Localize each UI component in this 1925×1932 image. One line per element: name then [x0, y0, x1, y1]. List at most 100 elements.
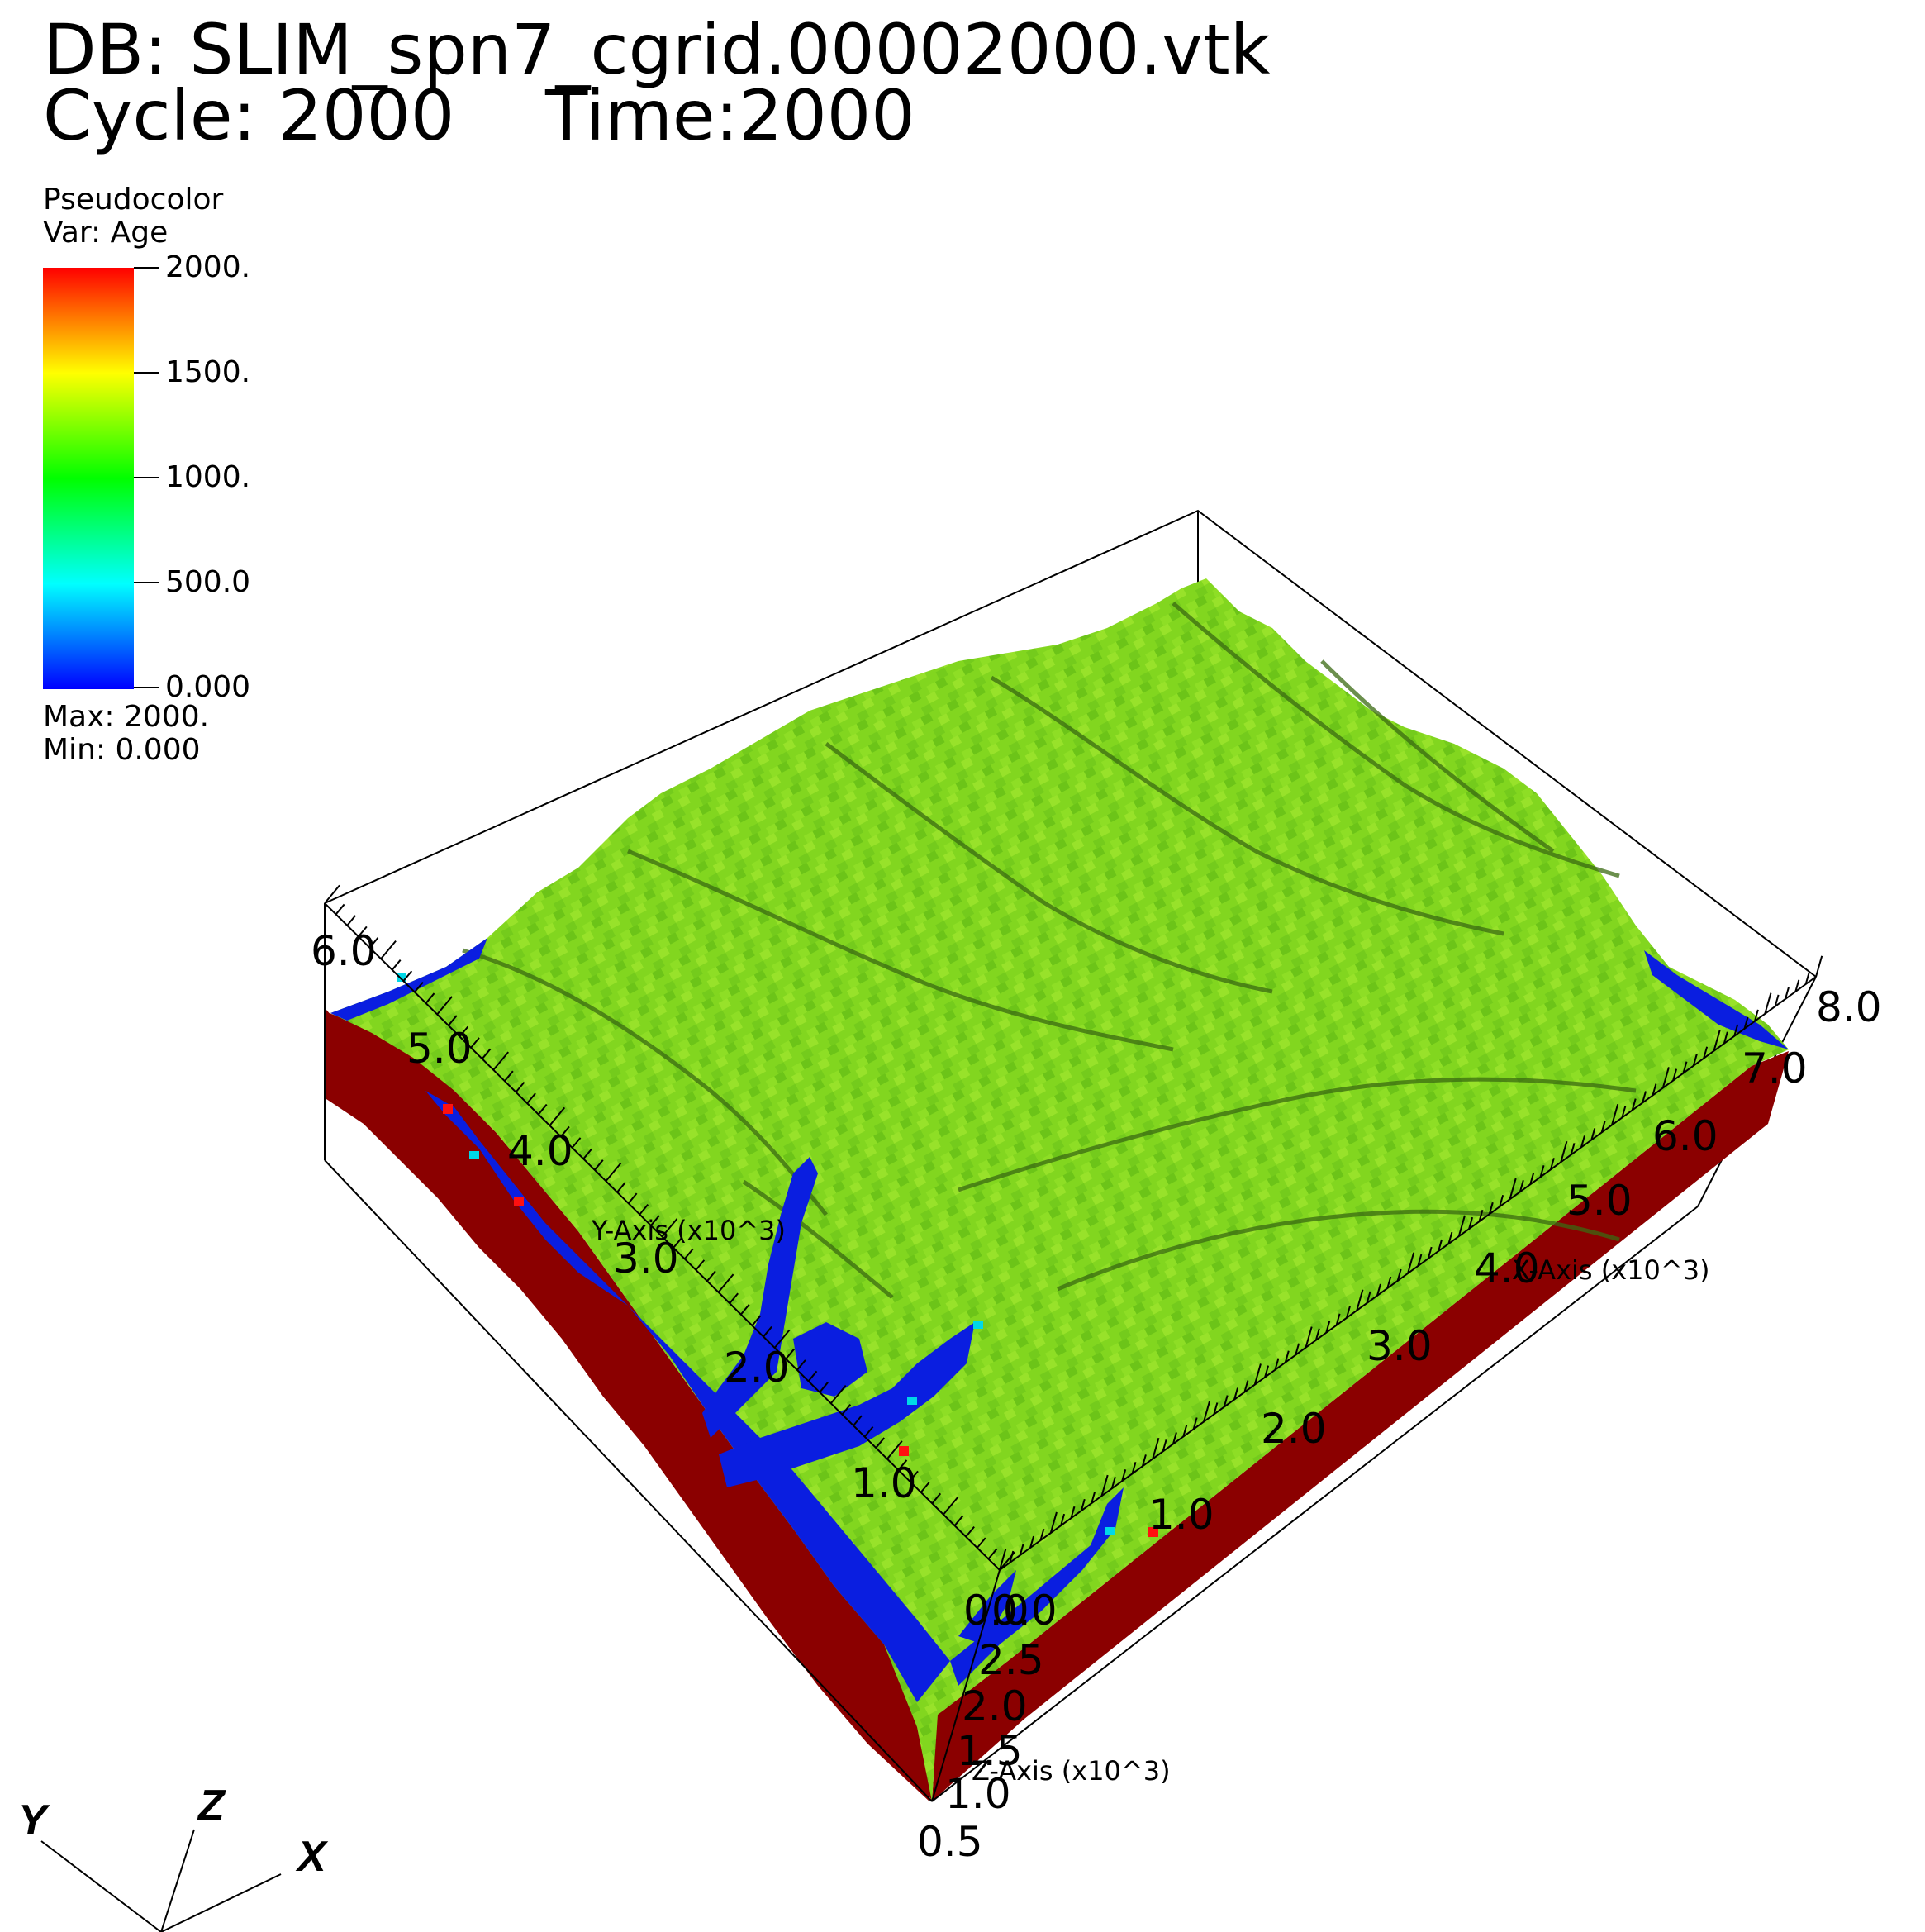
y-tick-label: 6.0: [311, 927, 377, 975]
axis-tick: [1661, 1067, 1670, 1088]
legend-min: Min: 0.000: [43, 733, 201, 767]
axis-tick: [1519, 1180, 1524, 1192]
terrain-ridges: [462, 602, 1637, 1299]
legend-tick: [134, 267, 159, 269]
axis-tick: [380, 940, 397, 959]
axis-tick: [863, 1425, 874, 1438]
axis-tick: [459, 1025, 469, 1038]
axis-tick: [673, 1237, 682, 1249]
axis-tick: [1468, 1216, 1474, 1230]
x-tick-label: 2.0: [1261, 1405, 1327, 1453]
axis-tick: [785, 1348, 796, 1360]
axis-tick: [1672, 1068, 1678, 1081]
axis-tick: [1499, 1194, 1504, 1207]
axis-tick: [368, 937, 379, 949]
axis-tick: [1549, 1158, 1555, 1170]
axis-tick: [683, 1248, 694, 1260]
legend-tick-label: 0.000: [165, 670, 251, 704]
axis-tick: [1774, 994, 1780, 1007]
bounding-box-front: [324, 1159, 1699, 1802]
axis-tick: [1560, 1140, 1568, 1163]
axis-tick: [537, 1103, 548, 1116]
axis-tick: [1091, 1491, 1096, 1504]
axis-tick: [987, 1548, 998, 1560]
axis-tick: [402, 970, 413, 982]
axis-tick: [425, 992, 435, 1004]
axis-tick: [436, 996, 453, 1016]
z-tick-label: 2.0: [962, 1682, 1028, 1730]
axis-tick: [773, 1329, 791, 1349]
axis-tick: [1713, 1030, 1721, 1052]
axis-tick: [549, 1106, 566, 1126]
axis-tick: [470, 1037, 480, 1049]
axis-tick: [1152, 1437, 1160, 1459]
axis-tick: [1345, 1306, 1351, 1319]
axis-tick: [1110, 1477, 1116, 1489]
axis-tick: [1162, 1439, 1167, 1452]
x-tick-label: 1.0: [1148, 1491, 1214, 1539]
axis-tick: [829, 1385, 847, 1404]
axis-tick: [695, 1259, 706, 1271]
axis-tick: [1233, 1387, 1239, 1400]
cycle-label: Cycle: 2000: [43, 75, 455, 156]
x-tick-label: 7.0: [1742, 1045, 1808, 1092]
axis-tick: [335, 903, 345, 916]
z-axis-title: Z-Axis (x10^3): [972, 1755, 1171, 1787]
axis-tick: [1804, 972, 1810, 985]
axis-tick: [1019, 1543, 1024, 1556]
axis-tick: [358, 926, 368, 937]
axis-tick: [965, 1526, 975, 1538]
legend-tick-label: 1000.: [165, 460, 251, 494]
axis-tick: [976, 1537, 986, 1549]
axis-tick: [571, 1137, 582, 1149]
triad-x-label: X: [295, 1833, 329, 1881]
axis-tick: [1438, 1239, 1443, 1252]
axis-tick: [1295, 1343, 1300, 1355]
axis-tick: [943, 1496, 959, 1516]
axis-tick: [661, 1218, 678, 1238]
y-tick-label: 4.0: [507, 1127, 573, 1175]
axis-tick: [841, 1404, 852, 1416]
axis-tick: [1284, 1350, 1290, 1363]
axis-tick: [582, 1148, 592, 1159]
axis-tick: [1652, 1083, 1657, 1096]
legend-max: Max: 2000.: [43, 700, 210, 734]
legend-plot-type: Pseudocolor: [43, 183, 224, 217]
axis-tick: [1325, 1321, 1331, 1334]
axis-tick: [1447, 1231, 1453, 1244]
axis-tick: [920, 1482, 930, 1493]
axis-tick: [414, 981, 424, 993]
axis-tick: [1305, 1326, 1313, 1349]
axis-tick: [897, 1459, 908, 1471]
axis-tick: [1264, 1365, 1270, 1378]
axis-tick: [1335, 1313, 1341, 1326]
axis-tick: [1223, 1395, 1229, 1407]
axis-tick: [999, 1549, 1007, 1571]
axis-tick: [1733, 1024, 1739, 1037]
axis-tick: [481, 1048, 492, 1059]
axis-tick: [616, 1182, 626, 1193]
axis-tick: [560, 1125, 570, 1138]
axis-tick: [1764, 992, 1772, 1015]
axis-tick: [605, 1163, 622, 1182]
cycle-time-row: Cycle: 2000 Time:2000: [43, 81, 915, 150]
axis-tick: [346, 915, 357, 926]
axis-tick: [909, 1470, 919, 1482]
y-tick-label: 3.0: [613, 1235, 679, 1282]
axis-tick: [1631, 1098, 1637, 1111]
axis-tick: [740, 1304, 750, 1316]
x-axis: [999, 955, 1823, 1571]
axis-tick: [1600, 1121, 1606, 1133]
x-tick-label: 6.0: [1652, 1112, 1718, 1160]
y-tick-label: 2.0: [724, 1344, 790, 1392]
axis-tick: [1172, 1432, 1177, 1444]
axis-tick: [1366, 1291, 1371, 1304]
axis-tick: [1356, 1289, 1364, 1311]
axis-tick: [717, 1273, 734, 1293]
x-tick-label: 4.0: [1474, 1244, 1540, 1292]
triad-z-label: Z: [197, 1782, 226, 1830]
axis-tick: [1417, 1254, 1423, 1267]
legend-tick-label: 1500.: [165, 355, 251, 389]
axis-tick: [639, 1203, 649, 1216]
